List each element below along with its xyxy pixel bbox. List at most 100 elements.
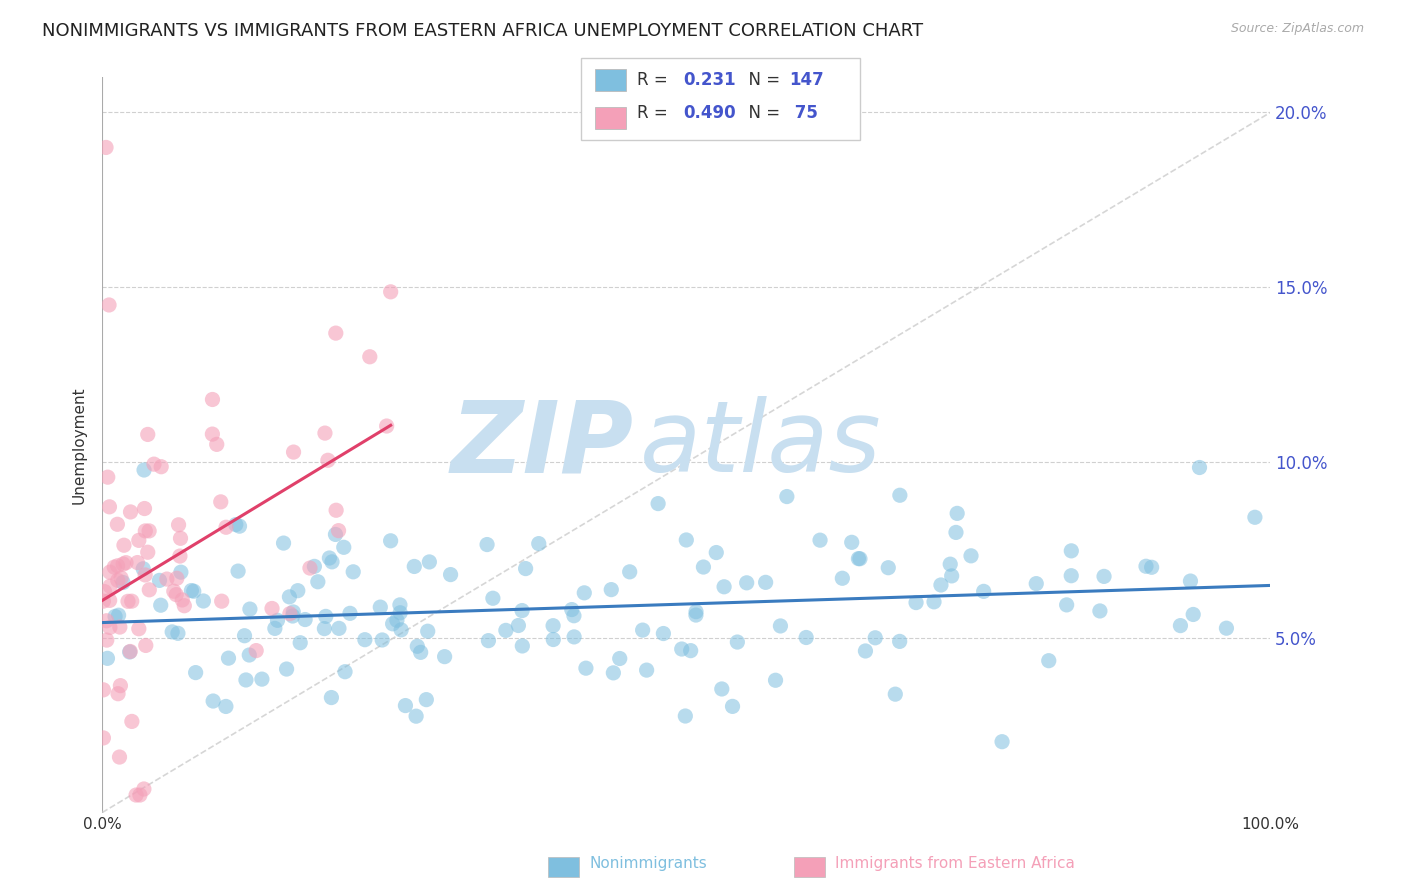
Point bbox=[120, 505, 142, 519]
Point bbox=[602, 665, 624, 680]
Point bbox=[167, 517, 190, 532]
Point bbox=[636, 663, 658, 677]
Text: NONIMMIGRANTS VS IMMIGRANTS FROM EASTERN AFRICA UNEMPLOYMENT CORRELATION CHART: NONIMMIGRANTS VS IMMIGRANTS FROM EASTERN… bbox=[42, 22, 924, 40]
Point bbox=[107, 687, 129, 701]
Point bbox=[136, 545, 159, 559]
Point bbox=[278, 590, 301, 604]
Point bbox=[1135, 559, 1157, 574]
Point bbox=[98, 298, 121, 312]
Text: N =: N = bbox=[738, 104, 786, 122]
Point bbox=[121, 714, 143, 729]
Point bbox=[107, 574, 129, 588]
Point bbox=[1215, 621, 1237, 635]
Point bbox=[211, 594, 233, 608]
Point bbox=[93, 594, 115, 608]
Point bbox=[406, 640, 429, 654]
Point bbox=[156, 572, 179, 586]
Point bbox=[685, 605, 707, 619]
Point bbox=[1244, 510, 1267, 524]
Point bbox=[1188, 460, 1211, 475]
Point bbox=[877, 560, 900, 574]
Point bbox=[841, 535, 863, 549]
Point bbox=[215, 520, 238, 534]
Point bbox=[149, 598, 172, 612]
Point bbox=[394, 698, 416, 713]
Point bbox=[111, 575, 134, 590]
Point bbox=[574, 586, 596, 600]
Point bbox=[96, 651, 118, 665]
Point bbox=[510, 603, 533, 617]
Point bbox=[495, 624, 517, 638]
Point bbox=[960, 549, 983, 563]
Point bbox=[287, 583, 309, 598]
Point bbox=[93, 682, 115, 697]
Point bbox=[515, 561, 537, 575]
Point bbox=[278, 607, 301, 621]
Point bbox=[283, 445, 305, 459]
Point bbox=[562, 608, 585, 623]
Point bbox=[238, 648, 260, 662]
Point bbox=[671, 642, 693, 657]
Point bbox=[375, 419, 398, 434]
Point bbox=[991, 734, 1014, 748]
Point bbox=[710, 681, 733, 696]
Point bbox=[941, 569, 963, 583]
Point bbox=[510, 639, 533, 653]
Point bbox=[922, 595, 945, 609]
Point bbox=[172, 593, 194, 607]
Point bbox=[808, 533, 831, 548]
Point bbox=[713, 580, 735, 594]
Point bbox=[283, 605, 305, 619]
Point bbox=[245, 643, 267, 657]
Point bbox=[107, 558, 129, 573]
Point bbox=[946, 507, 969, 521]
Text: Source: ZipAtlas.com: Source: ZipAtlas.com bbox=[1230, 22, 1364, 36]
Point bbox=[1180, 574, 1202, 588]
Point bbox=[1088, 604, 1111, 618]
Point bbox=[184, 665, 207, 680]
Point bbox=[562, 630, 585, 644]
Point bbox=[321, 690, 343, 705]
Point bbox=[600, 582, 623, 597]
Point bbox=[679, 643, 702, 657]
Point bbox=[132, 782, 155, 797]
Point bbox=[166, 571, 188, 585]
Point bbox=[110, 571, 132, 585]
Point bbox=[409, 645, 432, 659]
Point bbox=[1170, 618, 1192, 632]
Point bbox=[138, 524, 160, 538]
Point bbox=[863, 631, 886, 645]
Point bbox=[418, 555, 440, 569]
Point bbox=[318, 551, 340, 566]
Point bbox=[94, 140, 117, 154]
Point bbox=[404, 559, 426, 574]
Point bbox=[226, 564, 249, 578]
Point bbox=[1182, 607, 1205, 622]
Point bbox=[405, 709, 427, 723]
Point bbox=[201, 427, 224, 442]
Point bbox=[193, 594, 215, 608]
Text: ZIP: ZIP bbox=[451, 396, 634, 493]
Point bbox=[233, 629, 256, 643]
Point bbox=[167, 626, 190, 640]
Point bbox=[1056, 598, 1078, 612]
Point bbox=[115, 556, 138, 570]
Point bbox=[134, 568, 156, 582]
Point bbox=[849, 551, 872, 566]
Point bbox=[134, 524, 156, 538]
Point bbox=[380, 285, 402, 299]
Point bbox=[561, 602, 583, 616]
Point bbox=[104, 609, 127, 624]
Point bbox=[263, 621, 285, 635]
Point bbox=[307, 574, 329, 589]
Point bbox=[209, 495, 232, 509]
Point bbox=[107, 608, 129, 623]
Point bbox=[508, 618, 530, 632]
Point bbox=[647, 497, 669, 511]
Text: R =: R = bbox=[637, 104, 673, 122]
Point bbox=[619, 565, 641, 579]
Point bbox=[354, 632, 377, 647]
Point bbox=[121, 594, 143, 608]
Point bbox=[725, 635, 748, 649]
Point bbox=[685, 608, 707, 623]
